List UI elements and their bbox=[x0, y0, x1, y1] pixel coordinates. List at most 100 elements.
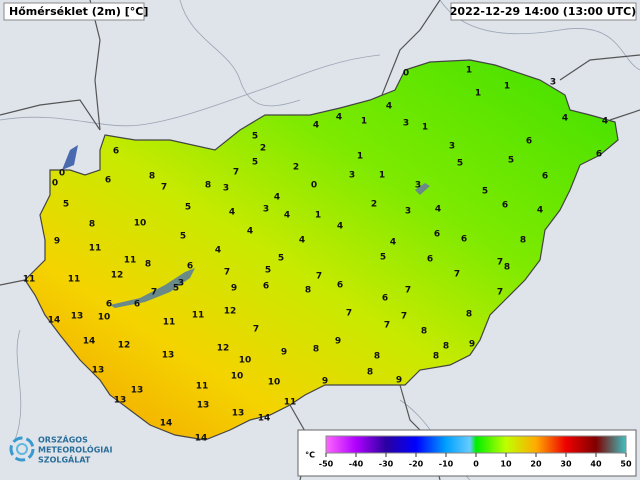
station-value: 6 bbox=[526, 137, 532, 147]
station-value: 8 bbox=[443, 342, 449, 352]
station-value: 13 bbox=[162, 351, 175, 361]
station-value: 14 bbox=[83, 337, 96, 347]
timestamp: 2022-12-29 14:00 (13:00 UTC) bbox=[450, 5, 636, 18]
legend-unit: °C bbox=[305, 451, 315, 460]
station-value: 6 bbox=[596, 150, 602, 160]
lake-balaton bbox=[110, 268, 195, 308]
station-value: 4 bbox=[247, 227, 253, 237]
legend-tick-label: -30 bbox=[379, 460, 394, 469]
station-value: 8 bbox=[145, 260, 151, 270]
station-value: 1 bbox=[504, 82, 510, 92]
legend-tick-label: -40 bbox=[349, 460, 364, 469]
station-value: 12 bbox=[224, 307, 237, 317]
station-value: 8 bbox=[89, 220, 95, 230]
legend-tick-label: 20 bbox=[530, 460, 542, 469]
station-value: 4 bbox=[336, 113, 342, 123]
station-value: 11 bbox=[284, 398, 297, 408]
station-value: 5 bbox=[278, 254, 284, 264]
station-value: 8 bbox=[374, 352, 380, 362]
station-value: 8 bbox=[466, 310, 472, 320]
station-value: 7 bbox=[384, 321, 390, 331]
station-value: 7 bbox=[401, 312, 407, 322]
station-value: 7 bbox=[161, 183, 167, 193]
lake-ferto bbox=[62, 145, 78, 170]
station-value: 14 bbox=[195, 434, 208, 444]
station-value: 6 bbox=[382, 294, 388, 304]
legend-tick-label: -10 bbox=[439, 460, 454, 469]
station-value: 6 bbox=[263, 282, 269, 292]
station-value: 4 bbox=[274, 193, 280, 203]
station-value: 4 bbox=[229, 208, 235, 218]
station-value: 4 bbox=[390, 238, 396, 248]
station-value: 5 bbox=[173, 284, 179, 294]
legend-tick-label: 30 bbox=[560, 460, 572, 469]
station-value: 9 bbox=[469, 340, 475, 350]
station-value: 8 bbox=[433, 352, 439, 362]
station-value: 7 bbox=[497, 258, 503, 268]
station-value: 11 bbox=[192, 311, 205, 321]
station-value: 6 bbox=[434, 230, 440, 240]
station-value: 13 bbox=[92, 366, 105, 376]
station-value: 7 bbox=[405, 286, 411, 296]
legend-tick-label: 40 bbox=[590, 460, 602, 469]
station-value: 4 bbox=[284, 211, 290, 221]
station-value: 8 bbox=[504, 263, 510, 273]
station-value: 10 bbox=[239, 356, 252, 366]
station-value: 4 bbox=[602, 117, 608, 127]
station-value: 12 bbox=[217, 344, 230, 354]
station-value: 10 bbox=[98, 313, 111, 323]
station-value: 8 bbox=[520, 236, 526, 246]
station-value: 1 bbox=[379, 171, 385, 181]
station-value: 11 bbox=[68, 275, 81, 285]
station-value: 13 bbox=[71, 312, 84, 322]
logo-line: METEOROLÓGIAI bbox=[38, 444, 112, 455]
time-box bbox=[450, 2, 637, 21]
logo-line: ORSZÁGOS bbox=[38, 434, 88, 445]
station-value: 5 bbox=[63, 200, 69, 210]
station-value: 0 bbox=[52, 179, 58, 189]
station-value: 9 bbox=[396, 376, 402, 386]
station-value: 11 bbox=[23, 275, 36, 285]
station-value: 7 bbox=[253, 325, 259, 335]
legend-tick-label: -50 bbox=[319, 460, 334, 469]
station-value: 4 bbox=[386, 102, 392, 112]
station-value: 3 bbox=[449, 142, 455, 152]
title: Hőmérséklet (2m) [°C] bbox=[9, 5, 148, 18]
legend-tick-label: 50 bbox=[620, 460, 632, 469]
station-value: 3 bbox=[178, 279, 184, 289]
station-value: 14 bbox=[258, 414, 271, 424]
station-value: 2 bbox=[371, 200, 377, 210]
station-value: 6 bbox=[502, 201, 508, 211]
station-value: 4 bbox=[435, 205, 441, 215]
logo-line: SZOLGÁLAT bbox=[38, 454, 91, 465]
station-value: 5 bbox=[508, 156, 514, 166]
station-value: 8 bbox=[205, 181, 211, 191]
station-value: 14 bbox=[48, 316, 61, 326]
station-value: 8 bbox=[313, 345, 319, 355]
station-value: 3 bbox=[403, 119, 409, 129]
station-value: 5 bbox=[252, 158, 258, 168]
station-value: 9 bbox=[281, 348, 287, 358]
color-scale bbox=[325, 435, 627, 454]
station-value: 9 bbox=[322, 377, 328, 387]
station-value: 13 bbox=[131, 386, 144, 396]
station-value: 3 bbox=[263, 205, 269, 215]
lake-tisza bbox=[415, 183, 430, 195]
station-value: 7 bbox=[454, 270, 460, 280]
station-value: 3 bbox=[415, 181, 421, 191]
station-value: 3 bbox=[405, 207, 411, 217]
station-value: 6 bbox=[134, 300, 140, 310]
station-value: 7 bbox=[316, 272, 322, 282]
station-value: 8 bbox=[367, 368, 373, 378]
station-value: 13 bbox=[114, 396, 127, 406]
station-value: 2 bbox=[260, 144, 266, 154]
station-value: 5 bbox=[380, 253, 386, 263]
station-value: 0 bbox=[59, 169, 65, 179]
station-value: 10 bbox=[134, 219, 147, 229]
station-value: 11 bbox=[196, 382, 209, 392]
station-value: 6 bbox=[187, 262, 193, 272]
logo-mark-inner bbox=[16, 443, 28, 455]
station-value: 7 bbox=[224, 268, 230, 278]
station-value: 3 bbox=[550, 78, 556, 88]
